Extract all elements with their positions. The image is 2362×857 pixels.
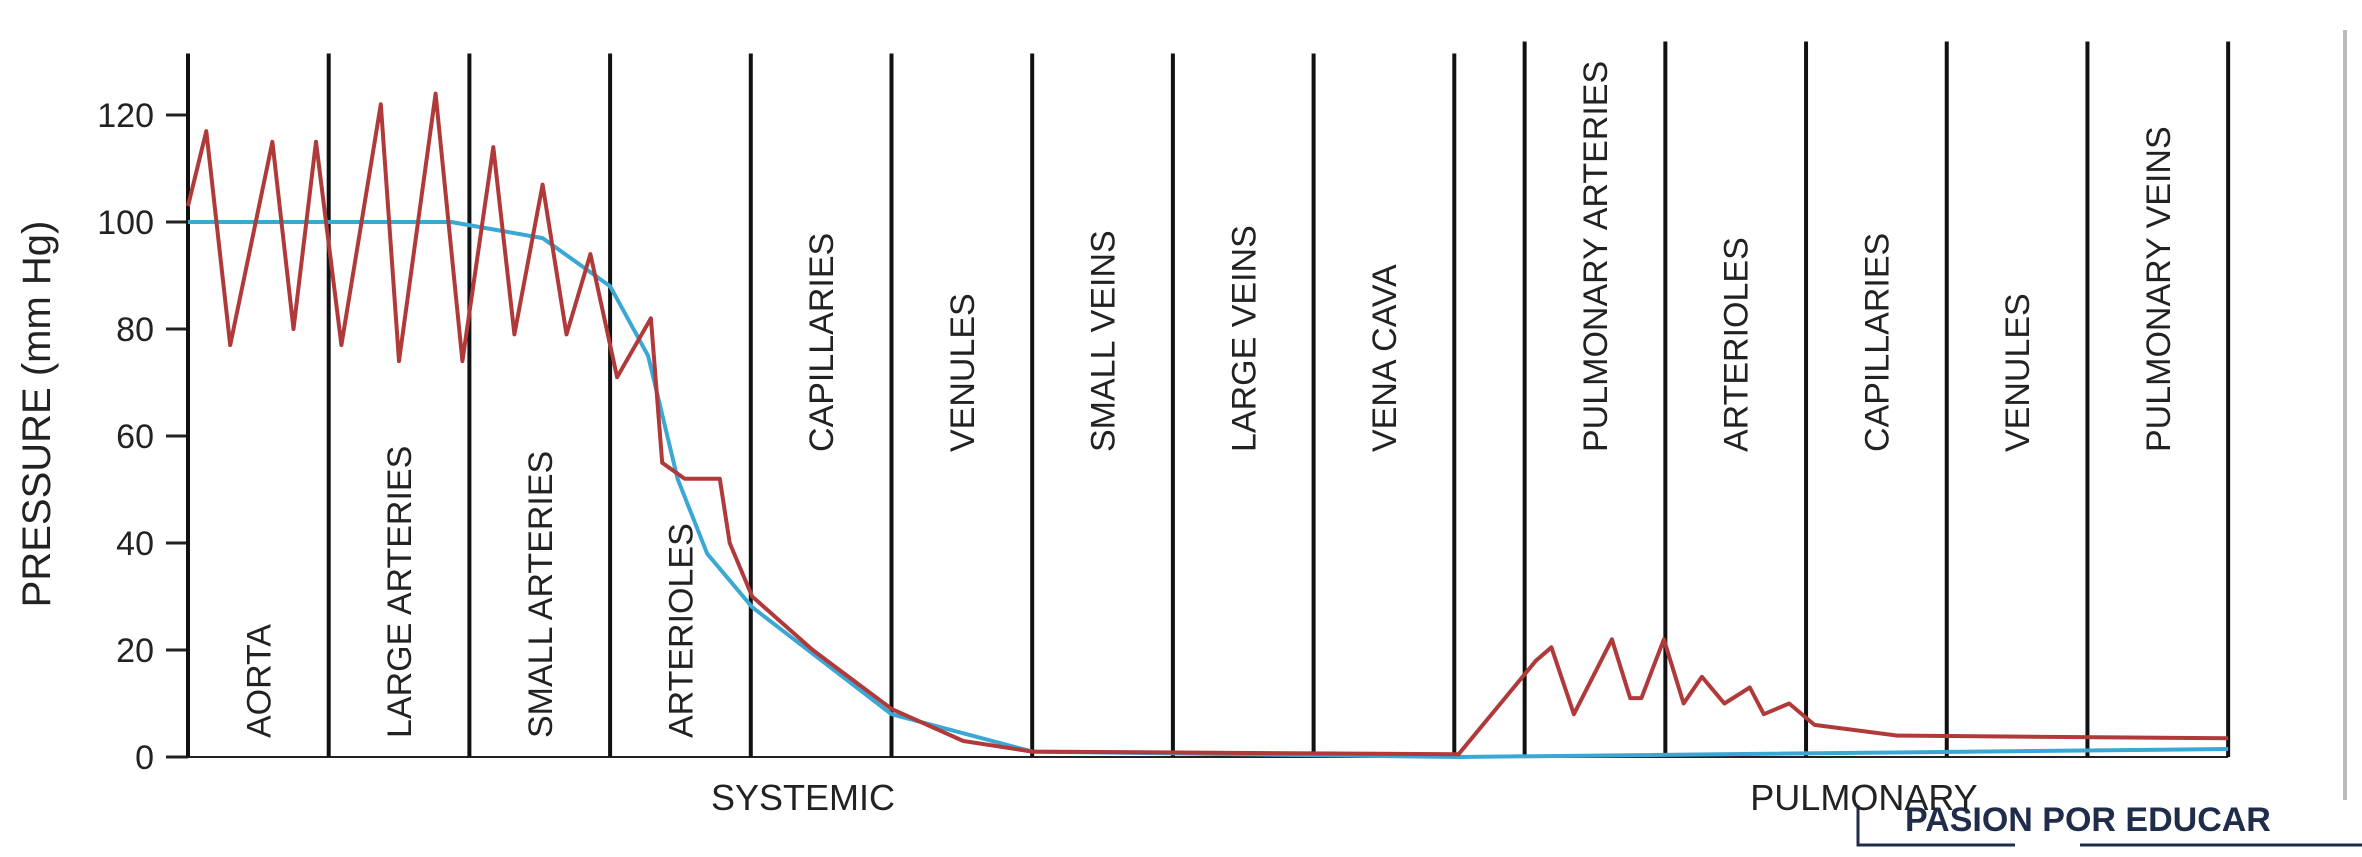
region-label: PULMONARY ARTERIES [1577,61,1615,452]
region-label: CAPILLARIES [803,233,841,452]
y-tick-label: 0 [135,739,154,777]
group-label: SYSTEMIC [711,777,895,818]
region-label: ARTERIOLES [1718,237,1756,452]
region-label: VENULES [1999,293,2037,452]
y-tick-label: 80 [116,311,154,349]
region-label: SMALL ARTERIES [522,451,560,738]
region-label: ARTERIOLES [662,523,700,738]
y-tick-label: 100 [97,204,154,242]
region-label: CAPILLARIES [1858,233,1896,452]
region-label: VENA CAVA [1366,264,1404,452]
region-label: AORTA [240,624,278,738]
y-tick-label: 60 [116,418,154,456]
pressure-line [186,91,2229,757]
y-tick-label: 40 [116,525,154,563]
region-label: LARGE VEINS [1225,225,1263,452]
footer-bracket [1856,805,2362,847]
region-label: VENULES [944,293,982,452]
region-label: SMALL VEINS [1085,230,1123,452]
pressure-line [188,220,2229,759]
region-label: PULMONARY VEINS [2140,126,2178,452]
y-tick-label: 20 [116,632,154,670]
region-label: LARGE ARTERIES [381,446,419,738]
y-tick-label: 120 [97,97,154,135]
y-axis-label: PRESSURE (mm Hg) [15,221,59,608]
group-label: PULMONARY [1750,777,1977,818]
footer: PASION POR EDUCAR [1905,801,2271,839]
